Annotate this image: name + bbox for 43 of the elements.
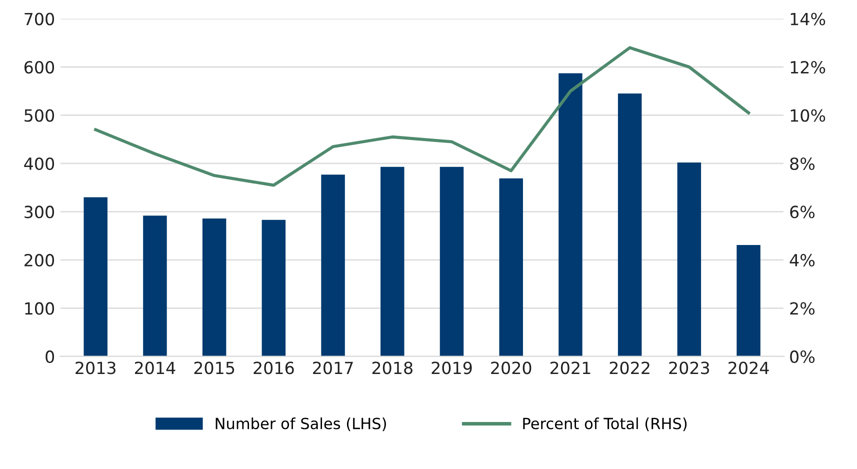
y2-tick-label: 12%: [790, 60, 826, 74]
line-series: [94, 46, 750, 187]
y2-tick-label: 2%: [790, 302, 815, 315]
y-tick-label: 200: [24, 254, 54, 267]
y2-tick-label: 4%: [790, 254, 815, 267]
y-tick-label: 600: [24, 60, 54, 74]
bar: [262, 220, 286, 356]
y2-tick-label: 0%: [790, 350, 815, 364]
bar: [677, 162, 702, 356]
bar: [440, 166, 464, 356]
y2-tick-label: 6%: [790, 206, 815, 218]
x-tick-label: 2018: [372, 362, 412, 374]
x-tick-label: 2013: [76, 362, 116, 374]
x-tick-label: 2023: [669, 362, 710, 374]
y-tick-label: 0: [46, 350, 54, 364]
x-tick-label: 2015: [194, 362, 234, 374]
legend-label: Percent of Total (RHS): [523, 417, 687, 432]
bar: [321, 174, 345, 356]
x-tick-label: 2019: [432, 362, 472, 374]
bar: [499, 178, 523, 356]
x-tick-label: 2020: [491, 362, 532, 374]
x-tick-label: 2017: [313, 362, 353, 374]
y2-tick-label: 10%: [790, 109, 826, 122]
y-tick-label: 100: [25, 302, 54, 315]
legend-label: Number of Sales (LHS): [216, 417, 386, 432]
x-tick-label: 2021: [550, 362, 590, 374]
y-tick-label: 300: [24, 206, 54, 218]
y2-tick-label: 14%: [790, 12, 826, 26]
bar: [618, 94, 642, 356]
bar: [143, 216, 167, 356]
bar: [84, 197, 108, 356]
y-tick-label: 700: [24, 12, 54, 26]
y-tick-label: 500: [24, 109, 54, 122]
y-tick-label: 400: [24, 157, 54, 170]
x-tick-label: 2022: [610, 362, 650, 374]
bar: [380, 166, 404, 356]
y2-tick-label: 8%: [790, 157, 815, 170]
bar: [202, 218, 226, 356]
bar: [736, 245, 760, 356]
x-tick-label: 2014: [134, 362, 176, 374]
x-tick-label: 2016: [254, 362, 294, 374]
x-tick-label: 2024: [728, 362, 769, 374]
bar: [558, 73, 582, 356]
